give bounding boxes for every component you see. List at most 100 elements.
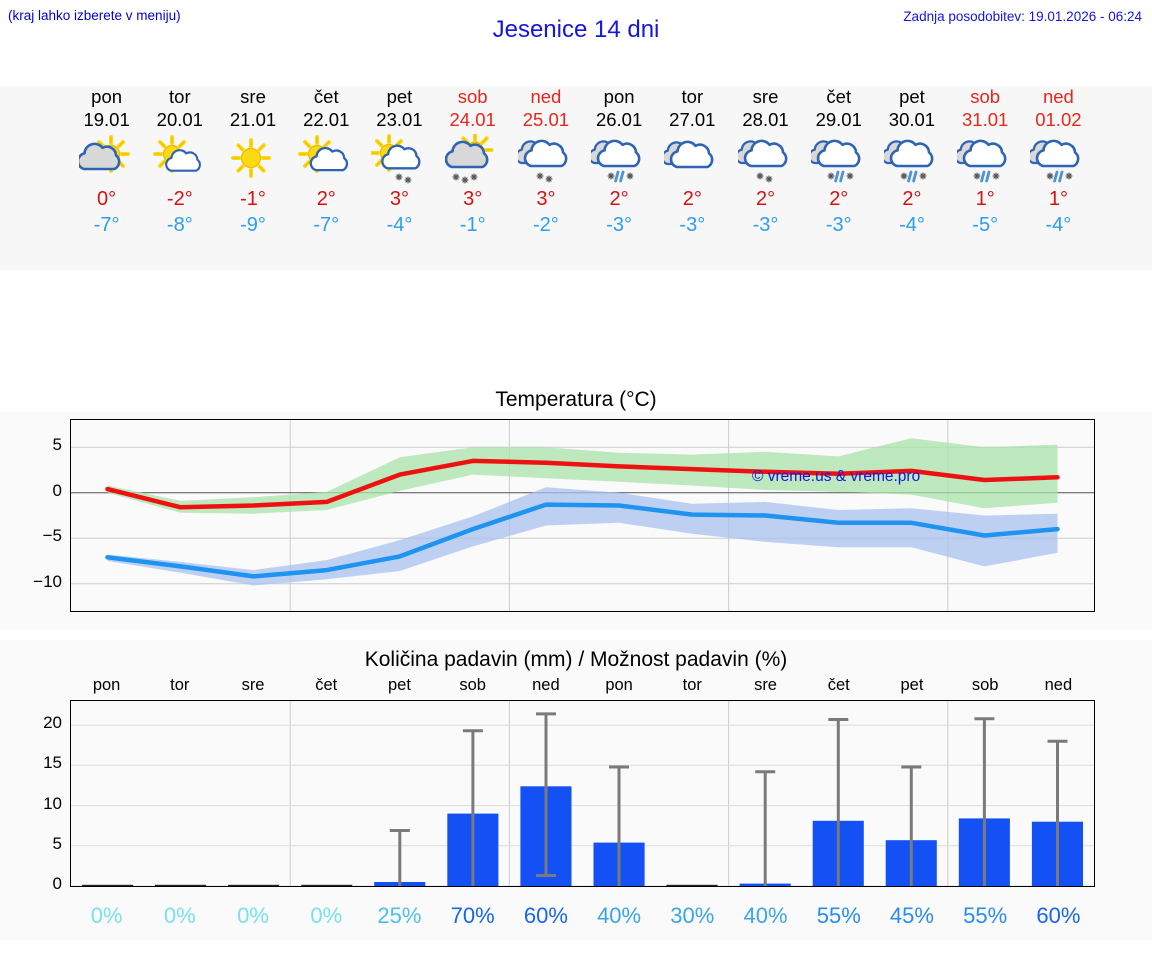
precipitation-chart-title: Količina padavin (mm) / Možnost padavin …	[364, 648, 788, 671]
day-date: 28.01	[742, 109, 789, 130]
temperature-plot-svg	[71, 420, 1094, 611]
day-column[interactable]: sob 24.01 3° -1°	[433, 86, 512, 238]
page-title: Jesenice 14 dni	[492, 16, 660, 43]
sun-icon	[214, 134, 293, 186]
day-column[interactable]: čet 22.01 2° -7°	[287, 86, 366, 238]
cloud-rain-snow-icon	[580, 134, 659, 186]
precipitation-probability: 40%	[597, 903, 642, 928]
cloud-rain-snow-icon	[800, 134, 879, 186]
precipitation-probability: 0%	[310, 903, 343, 928]
precipitation-probability: 30%	[670, 903, 715, 928]
sun-cloud-small-icon	[141, 134, 220, 186]
precipitation-probability: 0%	[237, 903, 269, 928]
day-temp-max: 1°	[975, 188, 995, 210]
precipitation-probability: 45%	[889, 903, 934, 928]
day-name: ned	[530, 86, 562, 107]
day-column[interactable]: sre 28.01 2° -3°	[726, 86, 805, 238]
precipitation-day-label: pon	[605, 676, 633, 694]
cloud-sun-icon	[67, 134, 146, 186]
day-column[interactable]: pet 23.01 3° -4°	[360, 86, 439, 238]
precipitation-y-tick: 15	[43, 753, 62, 773]
day-temp-min: -3°	[752, 214, 779, 236]
precipitation-day-label: tor	[682, 676, 702, 694]
copyright-watermark: © vreme.us & vreme.pro	[752, 468, 921, 485]
precipitation-day-label: sre	[754, 676, 777, 694]
precipitation-probability: 60%	[523, 903, 568, 928]
precipitation-day-label: pon	[92, 676, 121, 694]
day-column[interactable]: tor 27.01 2° -3°	[653, 86, 732, 238]
precipitation-y-tick: 0	[52, 874, 62, 893]
day-column[interactable]: čet 29.01 2° -3°	[800, 86, 879, 238]
day-temp-min: -5°	[972, 214, 999, 236]
day-temp-min: -9°	[240, 214, 266, 236]
day-date: 26.01	[595, 109, 643, 130]
day-date: 27.01	[669, 109, 716, 130]
temperature-y-tick: −5	[42, 526, 62, 546]
day-temp-min: -7°	[313, 214, 340, 236]
day-column[interactable]: sre 21.01 -1° -9°	[214, 86, 293, 238]
day-name: sre	[240, 86, 266, 107]
cloud-icon	[653, 134, 732, 186]
day-temp-max: 3°	[389, 188, 410, 210]
day-date: 21.01	[229, 109, 277, 130]
cloud-rain-snow-icon	[946, 134, 1025, 186]
day-temp-min: -7°	[93, 214, 120, 236]
day-column[interactable]: pon 19.01 0° -7°	[67, 86, 146, 238]
day-column[interactable]: ned 01.02 1° -4°	[1019, 86, 1098, 238]
precipitation-probability: 0%	[90, 903, 123, 928]
day-temp-min: -3°	[825, 214, 852, 236]
day-date: 29.01	[815, 109, 862, 130]
day-temp-max: 2°	[829, 188, 849, 210]
day-temp-min: -4°	[899, 214, 925, 236]
day-temp-min: -1°	[459, 214, 486, 236]
day-temp-max: -1°	[240, 188, 266, 210]
day-temp-max: 3°	[536, 188, 556, 210]
precipitation-probability: 25%	[377, 903, 422, 928]
precipitation-day-label: pet	[387, 676, 411, 694]
sun-cloud-icon	[287, 134, 366, 186]
day-name: pet	[386, 86, 413, 107]
precipitation-plot-area	[70, 700, 1095, 887]
last-updated-label: Zadnja posodobitev: 19.01.2026 - 06:24	[903, 9, 1142, 24]
day-name: tor	[681, 86, 704, 107]
forecast-days-strip: pon 19.01 0° -7° tor 20.01 -2° -8° sre 21.01 -1°…	[0, 86, 1152, 270]
precipitation-day-label: sre	[241, 676, 265, 694]
day-temp-min: -4°	[1045, 214, 1072, 236]
precipitation-day-label: čet	[827, 676, 850, 694]
day-temp-min: -3°	[606, 214, 632, 236]
cloud-rain-snow-icon	[1019, 134, 1098, 186]
precipitation-probability: 60%	[1036, 903, 1081, 928]
menu-hint: (kraj lahko izberete v meniju)	[8, 8, 181, 23]
chart-top-spacer	[0, 378, 1152, 412]
cloud-snow-icon	[507, 134, 586, 186]
precipitation-day-label: sob	[971, 676, 999, 694]
day-column[interactable]: pet 30.01 2° -4°	[873, 86, 952, 238]
precipitation-day-label: ned	[532, 676, 560, 694]
temperature-y-tick: −10	[33, 571, 62, 591]
day-temp-min: -3°	[679, 214, 706, 236]
day-date: 01.02	[1035, 109, 1082, 130]
precipitation-day-label: pet	[900, 676, 924, 694]
precipitation-day-label: tor	[170, 676, 190, 694]
precipitation-probability: 55%	[816, 903, 861, 928]
day-temp-max: 2°	[609, 188, 629, 210]
day-date: 19.01	[83, 109, 130, 130]
precipitation-probability: 40%	[743, 903, 788, 928]
precipitation-day-label: sob	[459, 676, 486, 694]
day-date: 20.01	[156, 109, 203, 130]
day-date: 31.01	[962, 109, 1009, 130]
precipitation-y-tick: 10	[43, 793, 62, 813]
day-name: tor	[169, 86, 191, 107]
day-column[interactable]: ned 25.01 3° -2°	[507, 86, 586, 238]
day-temp-max: 2°	[682, 188, 702, 210]
precipitation-y-tick: 5	[52, 833, 62, 853]
day-column[interactable]: sob 31.01 1° -5°	[946, 86, 1025, 238]
day-column[interactable]: pon 26.01 2° -3°	[580, 86, 659, 238]
cloud-rain-snow-icon	[873, 134, 952, 186]
day-name: pon	[603, 86, 635, 107]
day-name: ned	[1042, 86, 1074, 107]
day-name: čet	[313, 86, 339, 107]
day-name: sob	[457, 86, 488, 107]
day-column[interactable]: tor 20.01 -2° -8°	[141, 86, 220, 238]
precipitation-probability: 70%	[450, 903, 495, 928]
